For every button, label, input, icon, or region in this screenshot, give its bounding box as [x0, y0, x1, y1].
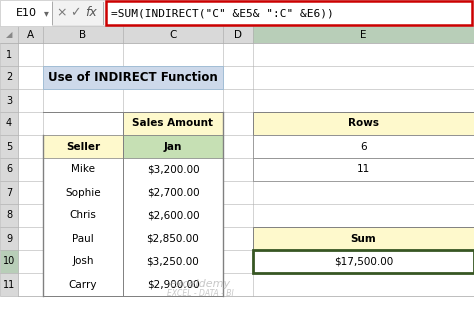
- Bar: [253, 227, 474, 250]
- Bar: [0, 0, 474, 26]
- Bar: [123, 227, 223, 250]
- Text: C: C: [169, 30, 177, 39]
- Bar: [123, 273, 223, 296]
- Text: ▾: ▾: [44, 8, 48, 18]
- Bar: [0, 273, 18, 296]
- Bar: [43, 66, 223, 89]
- Bar: [43, 273, 123, 296]
- Text: 11: 11: [3, 279, 15, 290]
- Text: Sum: Sum: [351, 234, 376, 243]
- Bar: [0, 66, 18, 89]
- Text: Mike: Mike: [71, 165, 95, 174]
- Bar: [253, 135, 474, 158]
- Bar: [106, 1, 472, 25]
- Bar: [0, 112, 18, 135]
- Text: Rows: Rows: [348, 118, 379, 129]
- Text: 5: 5: [6, 141, 12, 152]
- Bar: [0, 158, 18, 181]
- Text: 7: 7: [6, 188, 12, 197]
- Bar: [0, 26, 474, 43]
- Bar: [253, 26, 474, 43]
- Bar: [0, 204, 18, 227]
- Text: 11: 11: [357, 165, 370, 174]
- Text: $2,600.00: $2,600.00: [146, 211, 199, 220]
- Text: 1: 1: [6, 50, 12, 59]
- Text: ×: ×: [57, 7, 67, 19]
- Bar: [123, 250, 223, 273]
- Text: 4: 4: [6, 118, 12, 129]
- Bar: [0, 135, 18, 158]
- Text: Jan: Jan: [164, 141, 182, 152]
- Bar: [253, 250, 474, 273]
- Text: Paul: Paul: [72, 234, 94, 243]
- Text: 3: 3: [6, 95, 12, 106]
- Text: ◢: ◢: [6, 30, 12, 39]
- Text: D: D: [234, 30, 242, 39]
- Bar: [123, 181, 223, 204]
- Bar: [123, 135, 223, 158]
- Bar: [43, 250, 123, 273]
- Text: 6: 6: [360, 141, 367, 152]
- Bar: [43, 204, 123, 227]
- Text: 10: 10: [3, 256, 15, 266]
- Bar: [253, 158, 474, 181]
- Bar: [253, 112, 474, 135]
- Text: B: B: [80, 30, 87, 39]
- Bar: [43, 181, 123, 204]
- Text: Josh: Josh: [72, 256, 94, 266]
- Bar: [43, 227, 123, 250]
- Bar: [43, 135, 123, 158]
- Text: EXCEL - DATA - BI: EXCEL - DATA - BI: [167, 290, 233, 298]
- Text: Chris: Chris: [70, 211, 96, 220]
- Text: 6: 6: [6, 165, 12, 174]
- Text: $3,250.00: $3,250.00: [146, 256, 200, 266]
- Text: Sales Amount: Sales Amount: [133, 118, 213, 129]
- Text: 8: 8: [6, 211, 12, 220]
- Text: ✓: ✓: [70, 7, 80, 19]
- Text: A: A: [27, 30, 34, 39]
- Text: exceldemy: exceldemy: [169, 279, 230, 289]
- Bar: [123, 204, 223, 227]
- Bar: [0, 227, 18, 250]
- Text: Carry: Carry: [69, 279, 97, 290]
- Bar: [123, 158, 223, 181]
- Text: 9: 9: [6, 234, 12, 243]
- Bar: [43, 158, 123, 181]
- Text: $17,500.00: $17,500.00: [334, 256, 393, 266]
- Bar: [0, 43, 18, 66]
- Text: Use of INDIRECT Function: Use of INDIRECT Function: [48, 71, 218, 84]
- Text: Sophie: Sophie: [65, 188, 101, 197]
- Text: $3,200.00: $3,200.00: [146, 165, 199, 174]
- Text: E10: E10: [16, 8, 36, 18]
- Text: fx: fx: [85, 7, 97, 19]
- Bar: [123, 112, 223, 135]
- Text: =SUM(INDIRECT("C" &E5& ":C" &E6)): =SUM(INDIRECT("C" &E5& ":C" &E6)): [111, 8, 334, 18]
- Text: $2,700.00: $2,700.00: [146, 188, 199, 197]
- Text: 2: 2: [6, 72, 12, 83]
- Bar: [0, 181, 18, 204]
- Bar: [0, 250, 18, 273]
- Bar: [0, 0, 52, 26]
- Text: E: E: [360, 30, 367, 39]
- Bar: [0, 89, 18, 112]
- Text: $2,850.00: $2,850.00: [146, 234, 200, 243]
- Text: $2,900.00: $2,900.00: [146, 279, 199, 290]
- Text: Seller: Seller: [66, 141, 100, 152]
